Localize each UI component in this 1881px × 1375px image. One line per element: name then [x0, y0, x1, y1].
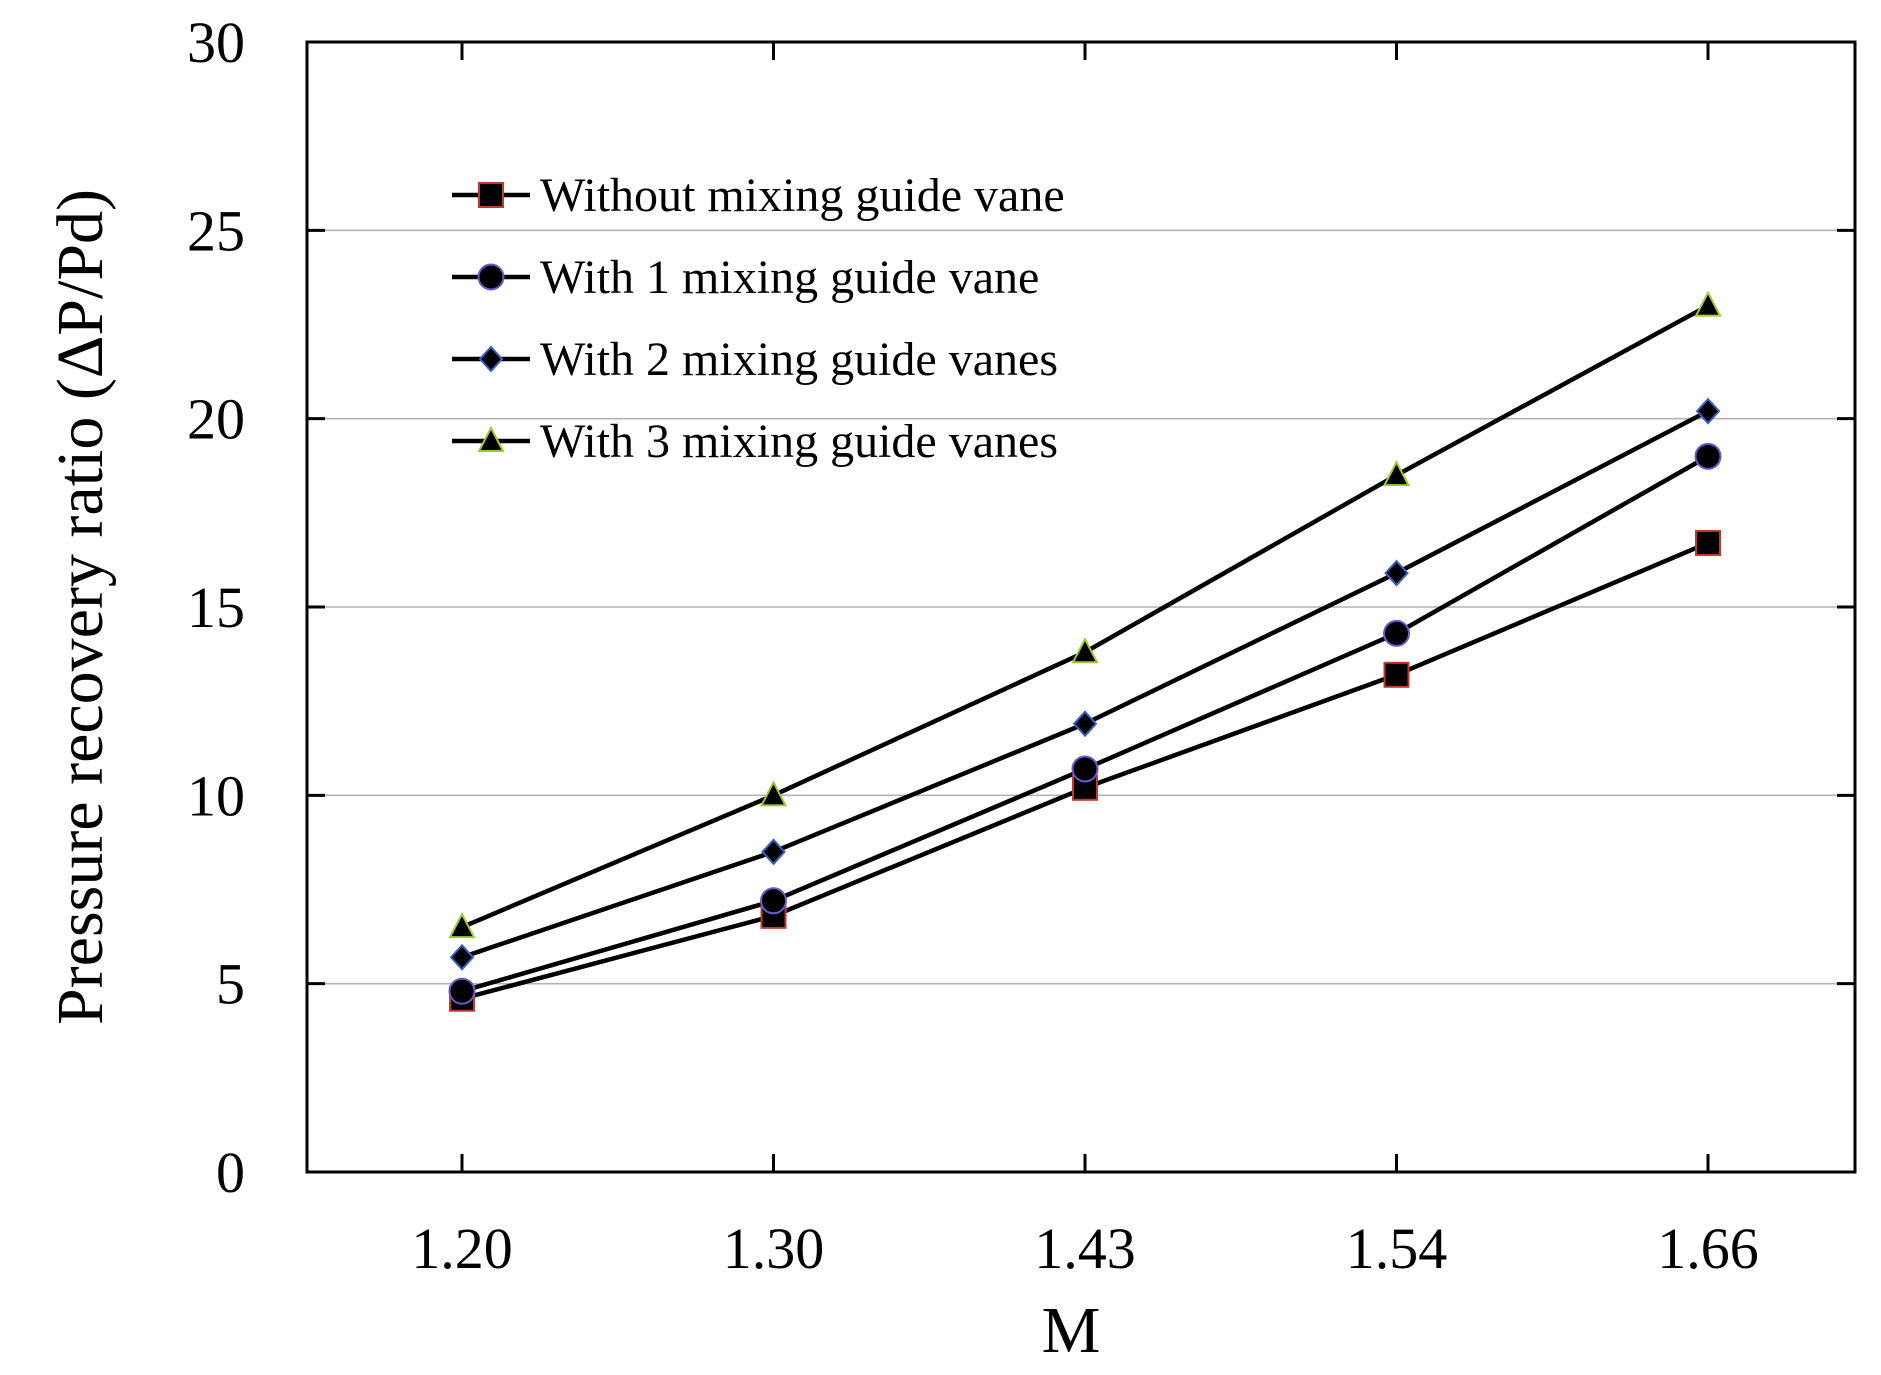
legend-item: With 3 mixing guide vanes: [452, 415, 1058, 468]
series-3-point: [1695, 397, 1721, 425]
legend-marker: [477, 425, 505, 452]
legend-marker: [477, 263, 505, 291]
legend-label: Without mixing guide vane: [540, 169, 1065, 222]
x-tick-label: 1.20: [411, 1216, 513, 1281]
x-tick-label: 1.54: [1346, 1216, 1448, 1281]
legend-marker: [478, 345, 504, 373]
x-tick-label: 1.30: [723, 1216, 825, 1281]
series-2-point: [1694, 442, 1722, 470]
gridlines: [307, 229, 1855, 985]
y-tick-label: 0: [216, 1140, 245, 1205]
series-4-point: [448, 912, 476, 939]
series-2-point: [760, 887, 787, 915]
series-3-point: [449, 943, 475, 971]
legend-label: With 2 mixing guide vanes: [540, 333, 1058, 386]
x-tick-label: 1.66: [1657, 1216, 1759, 1281]
x-tick-label: 1.43: [1034, 1216, 1136, 1281]
x-axis-title: M: [1042, 1294, 1101, 1367]
y-tick-label: 10: [187, 763, 245, 828]
legend: Without mixing guide vane With 1 mixing g…: [452, 169, 1065, 468]
legend-label: With 3 mixing guide vanes: [540, 415, 1058, 468]
series-line-4: [461, 303, 1710, 930]
x-tick-labels: 1.20 1.30 1.43 1.54 1.66: [411, 1216, 1759, 1281]
axis-ticks: [307, 40, 1855, 1174]
y-tick-label: 25: [187, 198, 245, 263]
y-tick-label: 20: [187, 387, 245, 452]
legend-item: With 1 mixing guide vane: [452, 251, 1039, 304]
y-tick-label: 5: [216, 952, 245, 1017]
series-1-point: [1695, 529, 1721, 556]
y-tick-label: 15: [187, 575, 245, 640]
series-3-point: [1384, 559, 1409, 587]
series-4-point: [1694, 290, 1722, 317]
series-3-point: [761, 838, 786, 866]
y-axis-title: Pressure recovery ratio (ΔP/Pd): [44, 189, 117, 1025]
legend-item: Without mixing guide vane: [452, 169, 1065, 222]
legend-label: With 1 mixing guide vane: [540, 251, 1039, 304]
series-4-point: [1071, 637, 1099, 664]
series-4-point: [1382, 460, 1411, 487]
series-2-point: [448, 977, 476, 1005]
series-markers: [448, 290, 1722, 1012]
y-tick-label: 30: [187, 10, 245, 75]
legend-item: With 2 mixing guide vanes: [452, 333, 1058, 386]
series-1-point: [1383, 661, 1410, 688]
series-2-point: [1071, 755, 1099, 783]
series-4-point: [759, 780, 788, 807]
series-line-3: [461, 409, 1710, 960]
series-2-point: [1383, 619, 1410, 647]
y-tick-labels: 0 5 10 15 20 25 30: [187, 10, 245, 1205]
series-3-point: [1072, 710, 1098, 738]
legend-marker: [478, 182, 504, 208]
